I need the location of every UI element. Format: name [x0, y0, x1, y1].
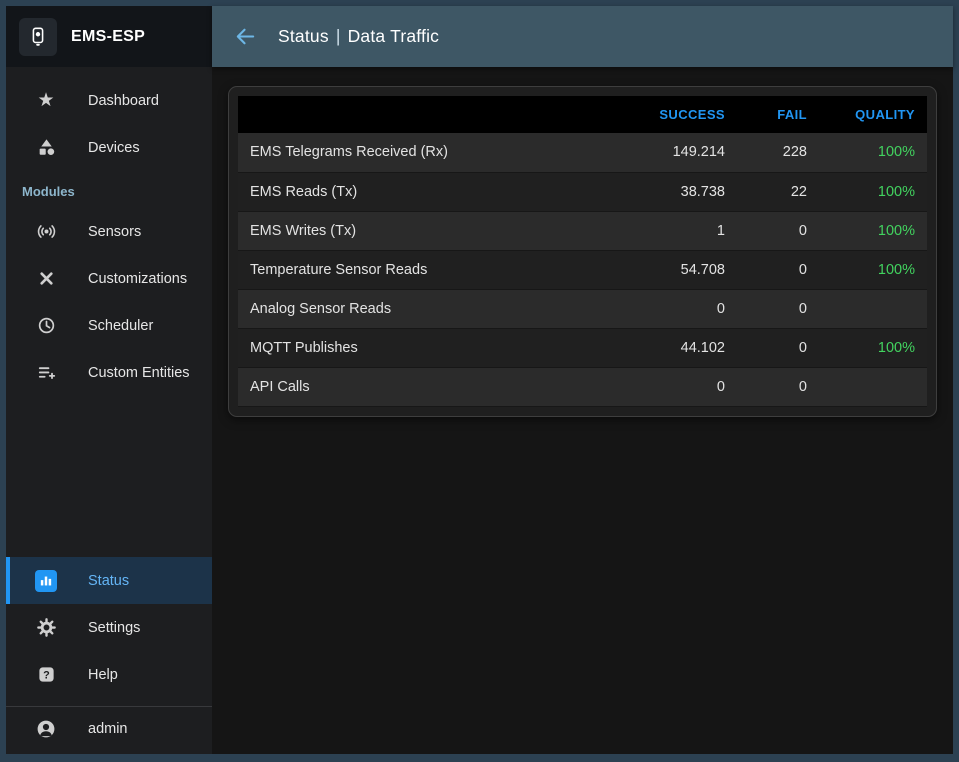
metric-fail: 0: [798, 222, 807, 239]
sidebar-item-custom-entities[interactable]: Custom Entities: [6, 349, 212, 396]
content-area: SUCCESS FAIL QUALITY EMS Telegrams Recei…: [212, 67, 953, 754]
sidebar-section-modules: Modules: [22, 184, 75, 199]
star-icon: ★: [37, 90, 55, 111]
metric-success: 44.102: [680, 339, 725, 356]
metric-success: 1: [716, 222, 725, 239]
help-icon: ?: [34, 665, 58, 684]
sidebar-item-label: Customizations: [88, 270, 188, 287]
table-header-row: SUCCESS FAIL QUALITY: [238, 96, 927, 133]
column-header-fail: FAIL: [737, 96, 819, 133]
column-header-name: [238, 96, 607, 133]
app-header: Status | Data Traffic: [212, 6, 953, 67]
sidebar-item-label: admin: [88, 720, 128, 737]
playlist-add-icon: [34, 363, 58, 382]
sidebar-item-settings[interactable]: Settings: [6, 604, 212, 651]
sidebar: EMS-ESP ★ Dashboard Devices Modules: [6, 6, 212, 754]
sidebar-item-dashboard[interactable]: ★ Dashboard: [6, 77, 212, 124]
table-row: Analog Sensor Reads 0 0: [238, 289, 927, 328]
table-row: API Calls 0 0: [238, 367, 927, 406]
sidebar-item-label: Devices: [88, 139, 140, 156]
sidebar-item-label: Status: [88, 572, 130, 589]
metric-name: API Calls: [250, 378, 310, 395]
sidebar-item-label: Sensors: [88, 223, 142, 240]
metric-success: 38.738: [680, 183, 725, 200]
main-area: Status | Data Traffic SUCCESS FAIL QUALITY: [212, 6, 953, 754]
page-title-secondary: Data Traffic: [347, 26, 440, 46]
metric-name: Temperature Sensor Reads: [250, 261, 428, 278]
sidebar-item-customizations[interactable]: Customizations: [6, 255, 212, 302]
sidebar-item-sensors[interactable]: Sensors: [6, 208, 212, 255]
page-title: Status | Data Traffic: [278, 26, 439, 47]
sidebar-item-label: Help: [88, 666, 118, 683]
brand-title: EMS-ESP: [71, 27, 146, 45]
gear-icon: [34, 618, 58, 637]
sidebar-item-label: Scheduler: [88, 317, 154, 334]
sidebar-item-status[interactable]: Status: [6, 557, 212, 604]
page-title-separator: |: [335, 26, 341, 46]
metric-success: 54.708: [680, 261, 725, 278]
metric-quality: 100%: [877, 339, 915, 356]
metric-quality: [819, 367, 927, 406]
metric-quality: 100%: [877, 222, 915, 239]
metric-name: EMS Writes (Tx): [250, 222, 357, 239]
metric-success: 0: [716, 378, 725, 395]
metric-success: 0: [716, 300, 725, 317]
sidebar-divider: [6, 706, 212, 707]
sidebar-bottom-group: Status: [6, 557, 212, 754]
data-traffic-table: SUCCESS FAIL QUALITY EMS Telegrams Recei…: [238, 96, 927, 407]
table-row: Temperature Sensor Reads 54.708 0 100%: [238, 250, 927, 289]
bar-chart-icon: [34, 569, 58, 592]
sidebar-item-devices[interactable]: Devices: [6, 124, 212, 171]
sidebar-item-label: Settings: [88, 619, 141, 636]
metric-fail: 0: [798, 378, 807, 395]
sidebar-nav: ★ Dashboard Devices Modules: [6, 67, 212, 396]
metric-name: Analog Sensor Reads: [250, 300, 392, 317]
sidebar-item-help[interactable]: ? Help: [6, 651, 212, 698]
construction-icon: [34, 269, 58, 288]
metric-fail: 0: [798, 300, 807, 317]
metric-fail: 228: [782, 144, 807, 161]
metric-success: 149.214: [672, 144, 725, 161]
schedule-icon: [34, 316, 58, 335]
data-traffic-card: SUCCESS FAIL QUALITY EMS Telegrams Recei…: [228, 86, 937, 417]
column-header-success: SUCCESS: [607, 96, 737, 133]
metric-fail: 0: [798, 339, 807, 356]
brand: EMS-ESP: [6, 6, 212, 67]
metric-fail: 0: [798, 261, 807, 278]
metric-name: EMS Telegrams Received (Rx): [250, 144, 448, 161]
table-row: EMS Reads (Tx) 38.738 22 100%: [238, 172, 927, 211]
app-window: EMS-ESP ★ Dashboard Devices Modules: [6, 6, 953, 754]
sidebar-item-label: Dashboard: [88, 92, 159, 109]
table-row: EMS Writes (Tx) 1 0 100%: [238, 211, 927, 250]
category-icon: [34, 138, 58, 157]
metric-name: MQTT Publishes: [250, 339, 358, 356]
metric-fail: 22: [790, 183, 807, 200]
back-button[interactable]: [226, 18, 264, 56]
account-circle-icon: [34, 719, 58, 739]
metric-quality: 100%: [877, 183, 915, 200]
column-header-quality: QUALITY: [819, 96, 927, 133]
sensors-icon: [34, 222, 58, 241]
table-row: EMS Telegrams Received (Rx) 149.214 228 …: [238, 133, 927, 172]
svg-text:?: ?: [43, 669, 50, 681]
back-arrow-icon: [236, 28, 254, 45]
page-title-primary: Status: [278, 26, 329, 46]
metric-name: EMS Reads (Tx): [250, 183, 358, 200]
metric-quality: 100%: [877, 261, 915, 278]
sidebar-item-admin[interactable]: admin: [6, 707, 212, 754]
ems-esp-logo-icon: [19, 17, 57, 56]
sidebar-item-label: Custom Entities: [88, 364, 190, 381]
metric-quality: 100%: [877, 144, 915, 161]
table-row: MQTT Publishes 44.102 0 100%: [238, 328, 927, 367]
sidebar-item-scheduler[interactable]: Scheduler: [6, 302, 212, 349]
metric-quality: [819, 289, 927, 328]
